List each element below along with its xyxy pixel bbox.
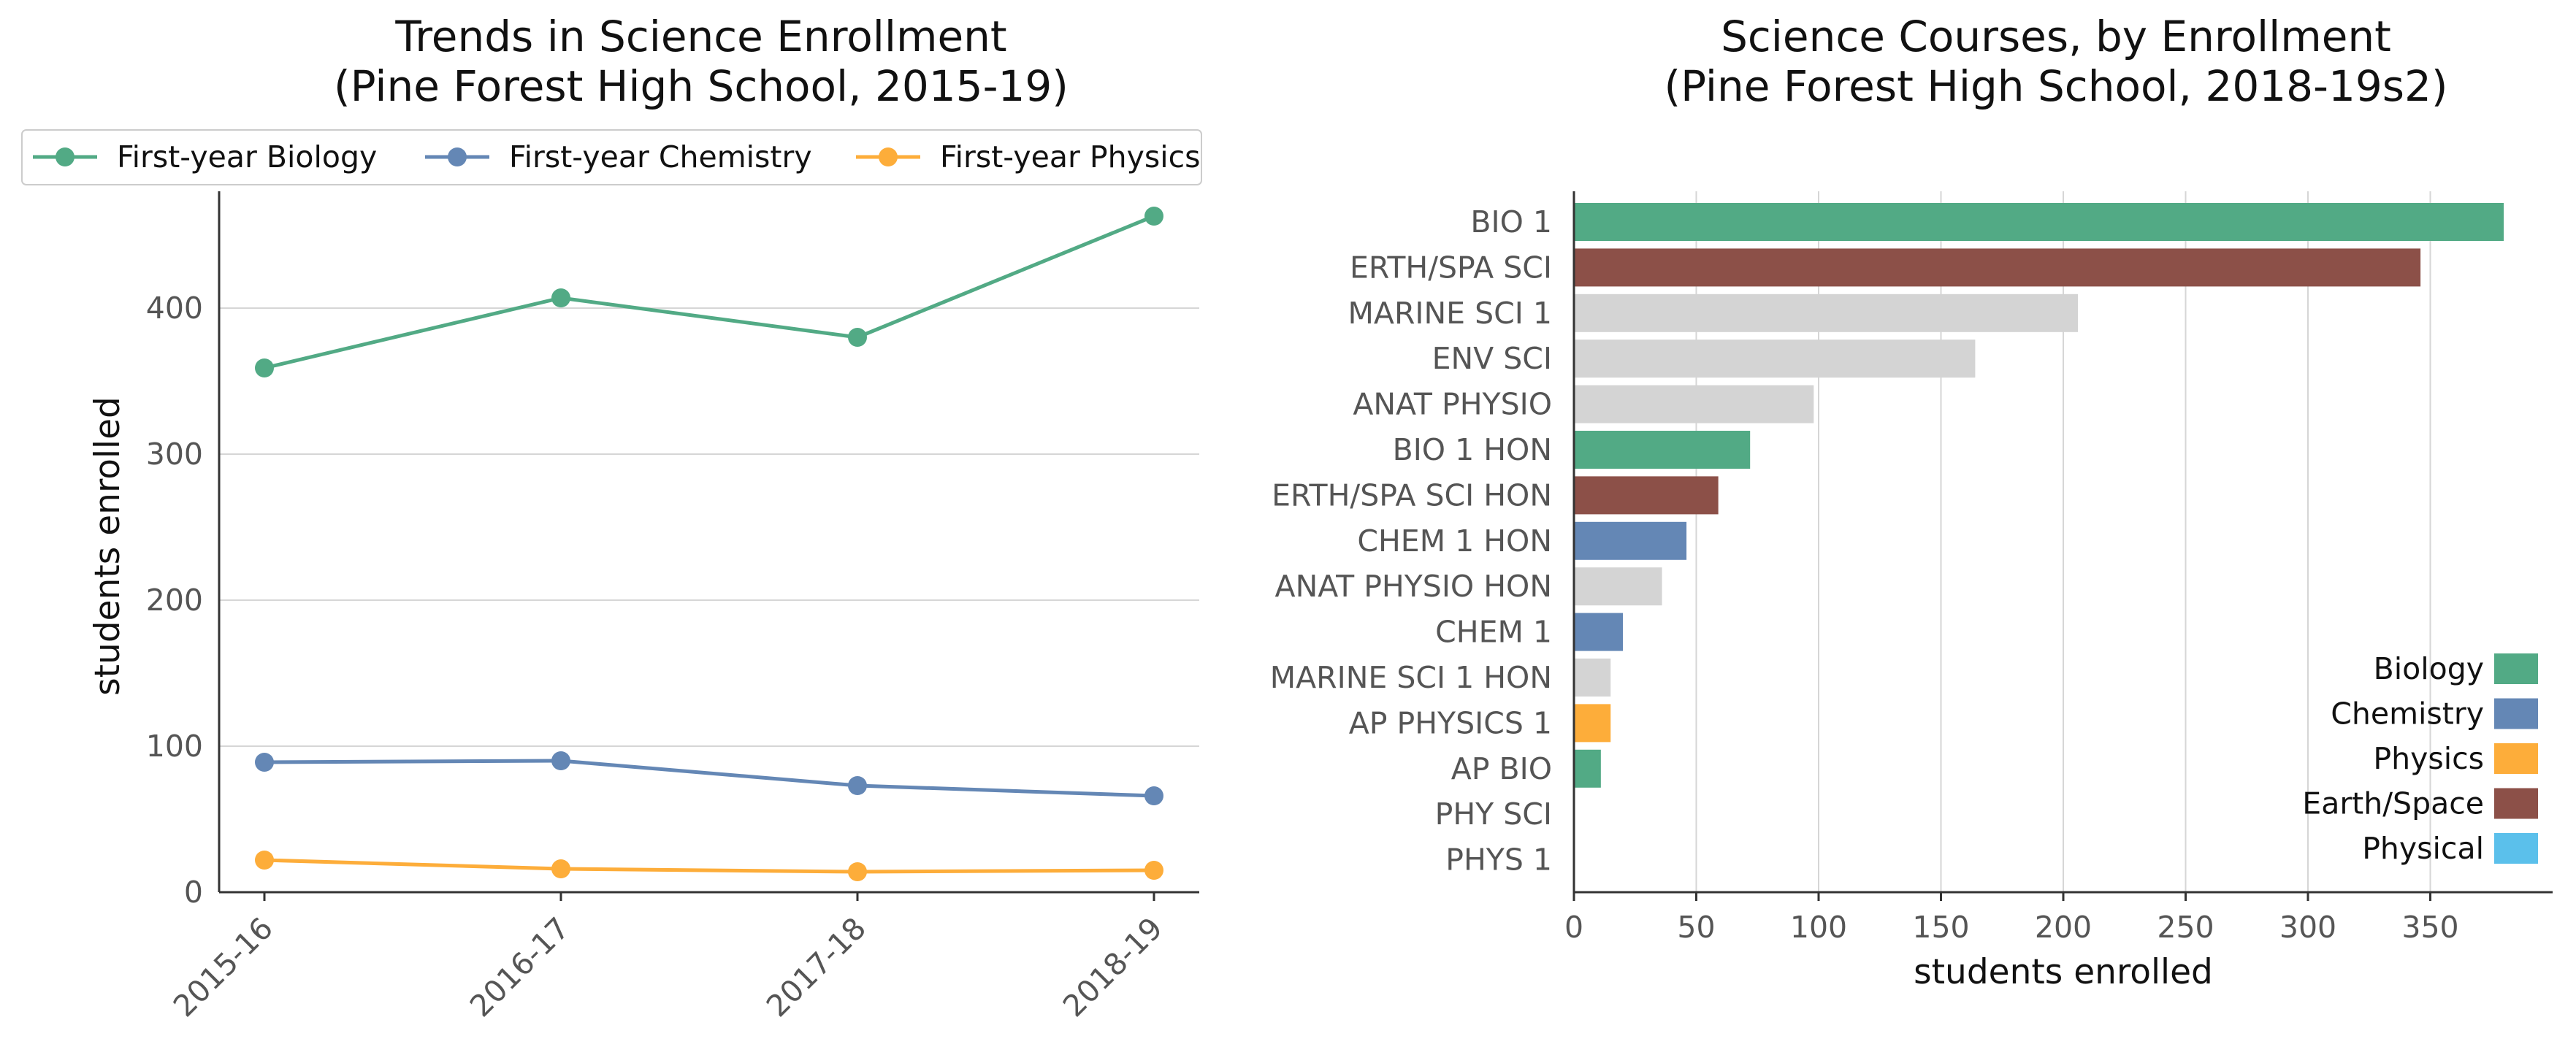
- bar-chart-subtitle: (Pine Forest High School, 2018-19s2): [1665, 61, 2448, 111]
- bar: [1574, 704, 1611, 743]
- legend-swatch: [2494, 698, 2538, 729]
- category-label: AP BIO: [1451, 751, 1552, 786]
- legend-marker: [56, 147, 74, 166]
- y-tick-label: 400: [146, 291, 203, 326]
- bar: [1574, 659, 1611, 697]
- category-label: ERTH/SPA SCI: [1350, 250, 1552, 285]
- data-point: [848, 862, 867, 881]
- legend-label: Earth/Space: [2302, 786, 2484, 821]
- category-label: CHEM 1 HON: [1357, 523, 1552, 559]
- bar: [1574, 749, 1601, 788]
- legend-label: Biology: [2374, 651, 2484, 686]
- x-tick-label: 150: [1912, 910, 1969, 945]
- category-label: AP PHYSICS 1: [1349, 705, 1552, 740]
- x-tick-label: 100: [1790, 910, 1847, 945]
- bar-chart: 0 50 100 150 200 250 300 350 BIO 1 ERTH/SPA SCI MA…: [1270, 191, 2553, 945]
- category-label: ERTH/SPA SCI HON: [1272, 477, 1552, 513]
- x-tick-label: 250: [2157, 910, 2214, 945]
- bar: [1574, 476, 1719, 515]
- x-tick-label: 2018-19: [1056, 910, 1169, 1024]
- bar: [1574, 613, 1623, 651]
- category-label: CHEM 1: [1435, 615, 1552, 650]
- x-tick-label: 2015-16: [167, 910, 280, 1024]
- data-point: [551, 751, 570, 770]
- legend-marker: [879, 147, 898, 166]
- data-point: [551, 859, 570, 878]
- legend-label: Chemistry: [2331, 697, 2484, 732]
- line-chart-title: Trends in Science Enrollment: [394, 12, 1006, 61]
- data-point: [1144, 786, 1163, 805]
- legend-swatch: [2494, 653, 2538, 684]
- data-point: [848, 776, 867, 795]
- bar-chart-title: Science Courses, by Enrollment: [1721, 12, 2391, 61]
- y-tick-label: 200: [146, 583, 203, 618]
- bar: [1574, 521, 1687, 560]
- category-label: BIO 1 HON: [1393, 432, 1552, 467]
- line-chart-y-label: students enrolled: [88, 396, 128, 696]
- line-chart-subtitle: (Pine Forest High School, 2015-19): [334, 61, 1069, 111]
- line-chart: 0 100 200 300 400 2015-16 2016-17 2017-18 2018-1…: [33, 139, 1201, 1024]
- x-tick-label: 300: [2279, 910, 2336, 945]
- legend-label: First-year Physics: [940, 139, 1201, 174]
- line-chart-legend-frame: [21, 129, 1202, 185]
- data-point: [255, 851, 274, 870]
- legend-marker: [448, 147, 467, 166]
- bar: [1574, 339, 1976, 378]
- y-tick-label: 0: [184, 875, 203, 910]
- category-label: ANAT PHYSIO HON: [1275, 569, 1552, 604]
- series-line: [264, 214, 1155, 370]
- x-tick-label: 50: [1677, 910, 1715, 945]
- data-point: [848, 328, 867, 347]
- series-line: [264, 858, 1155, 874]
- legend-label: Physics: [2373, 741, 2484, 776]
- category-label: MARINE SCI 1 HON: [1270, 660, 1552, 695]
- category-label: ENV SCI: [1432, 341, 1552, 376]
- legend-swatch: [2494, 833, 2538, 864]
- bar: [1574, 567, 1662, 606]
- x-tick-label: 0: [1564, 910, 1583, 945]
- legend-label: First-year Biology: [117, 139, 377, 174]
- bar-chart-x-label: students enrolled: [1914, 952, 2213, 992]
- data-point: [551, 288, 570, 307]
- y-tick-label: 300: [146, 437, 203, 472]
- y-tick-label: 100: [146, 729, 203, 764]
- x-tick-label: 350: [2401, 910, 2458, 945]
- series-line: [264, 759, 1155, 798]
- x-tick-label: 2017-18: [760, 910, 873, 1024]
- data-point: [1144, 861, 1163, 880]
- legend-label: First-year Chemistry: [509, 139, 812, 174]
- bar: [1574, 203, 2504, 241]
- legend-label: Physical: [2362, 831, 2484, 866]
- category-label: MARINE SCI 1: [1348, 296, 1552, 331]
- category-label: ANAT PHYSIO: [1353, 387, 1552, 422]
- bar: [1574, 385, 1814, 423]
- data-point: [255, 753, 274, 772]
- bar: [1574, 248, 2421, 287]
- data-point: [255, 358, 274, 377]
- category-label: BIO 1: [1470, 204, 1552, 239]
- x-tick-label: 2016-17: [463, 910, 576, 1024]
- x-tick-label: 200: [2035, 910, 2092, 945]
- data-point: [1144, 207, 1163, 226]
- category-label: PHYS 1: [1445, 843, 1552, 878]
- legend-swatch: [2494, 743, 2538, 774]
- category-label: PHY SCI: [1435, 797, 1552, 832]
- legend-swatch: [2494, 788, 2538, 819]
- bar: [1574, 294, 2079, 332]
- bar: [1574, 431, 1751, 469]
